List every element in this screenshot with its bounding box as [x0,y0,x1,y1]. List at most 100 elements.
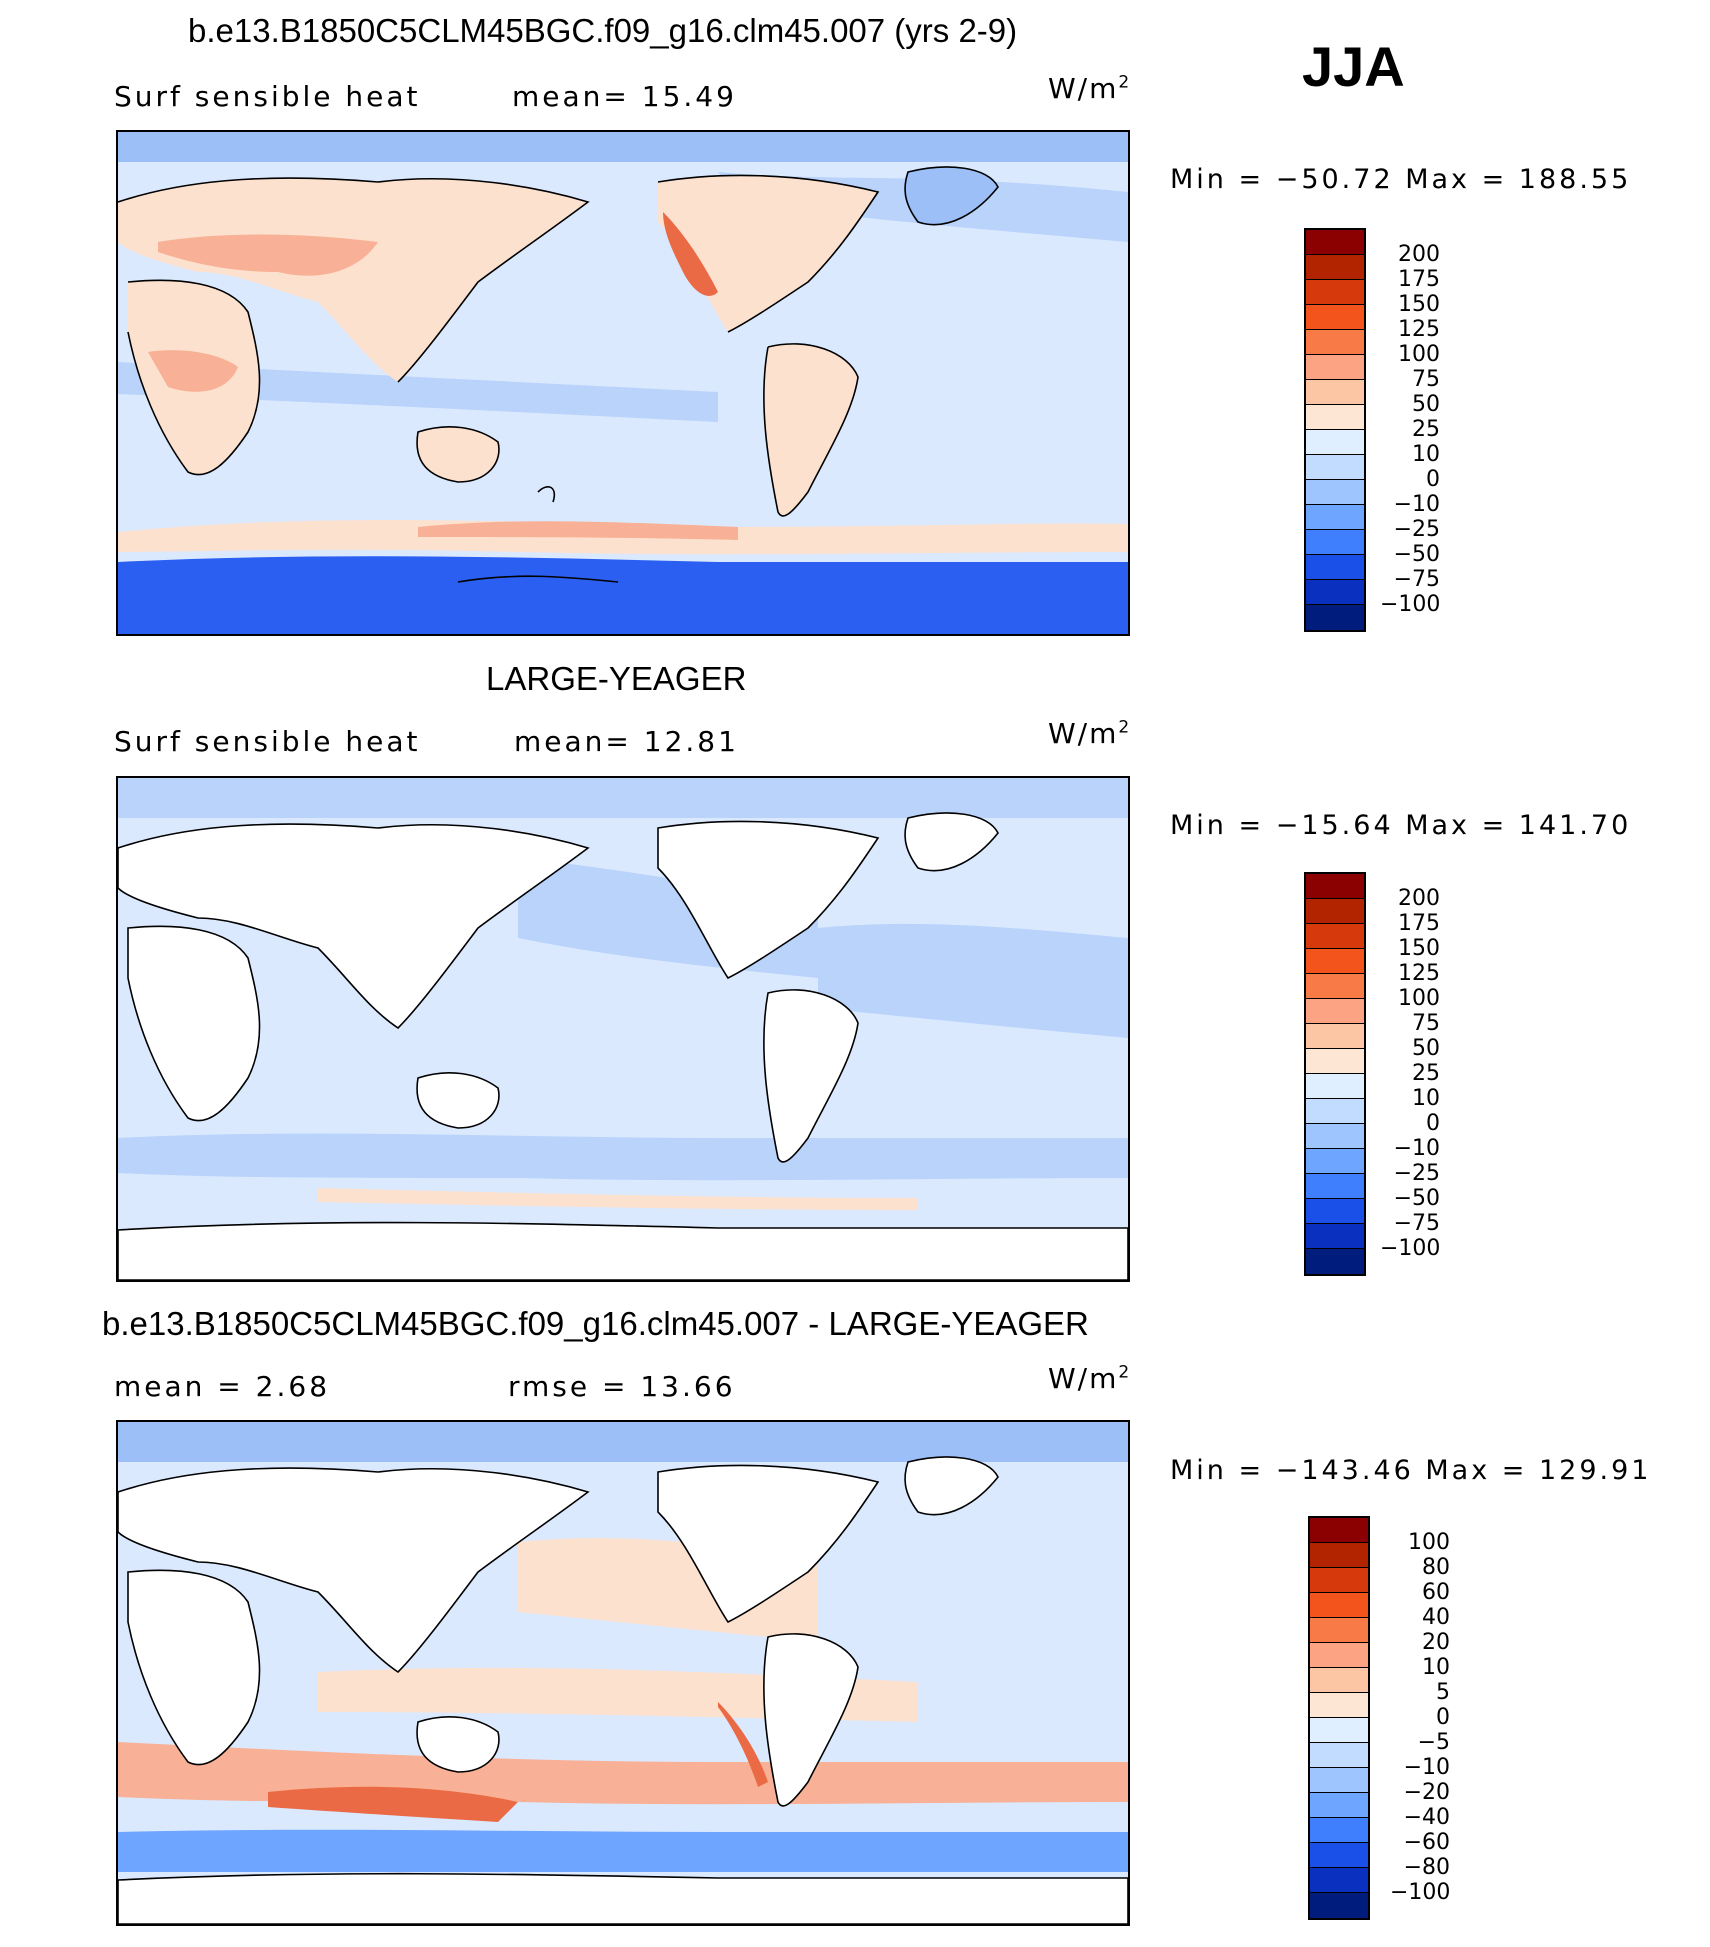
colorbar-tick-label: 175 [1398,911,1440,936]
panel3-map-svg [118,1422,1128,1924]
panel1-title: b.e13.B1850C5CLM45BGC.f09_g16.clm45.007 … [188,12,1018,49]
colorbar-swatch [1306,974,1364,999]
antarctica [118,1221,1128,1280]
colorbar-tick-label: 100 [1398,986,1440,1011]
colorbar-tick-label: 150 [1398,936,1440,961]
colorbar-tick-label: 25 [1412,1061,1440,1086]
colorbar-swatch [1306,1024,1364,1049]
coastlines [118,166,999,583]
colorbar-tick-label: −75 [1393,567,1440,592]
panel2-mean-label: mean= 12.81 [514,725,739,758]
colorbar-swatch [1310,1843,1368,1868]
antarctic-ice [118,556,1128,634]
colorbar-swatch [1306,380,1364,405]
colorbar-tick-label: 10 [1412,442,1440,467]
panel2-colorbar-segments [1306,874,1364,1274]
colorbar-tick-label: −20 [1403,1780,1450,1805]
greenland [905,167,998,225]
south-america [763,1633,859,1807]
colorbar-swatch [1306,1124,1364,1149]
colorbar-swatch [1306,530,1364,555]
colorbar-tick-label: −50 [1393,542,1440,567]
colorbar-swatch [1310,1618,1368,1643]
colorbar-swatch [1310,1543,1368,1568]
panel1-colorbar [1304,228,1366,632]
colorbar-tick-label: 40 [1422,1605,1450,1630]
greenland [904,812,999,872]
panel1-colorbar-segments [1306,230,1364,630]
southern-cool [118,1829,1128,1872]
panel2-colorbar-ticks: 200 175 150 125 100 75 50 25 10 0 −10 −25 −50 −75 −100 [1380,886,1440,1261]
colorbar-swatch [1306,1149,1364,1174]
land-masses [118,812,1128,1280]
colorbar-tick-label: −60 [1403,1830,1450,1855]
panel3-units: W/m2 [1048,1362,1130,1395]
colorbar-tick-label: 0 [1426,467,1440,492]
colorbar-swatch [1310,1768,1368,1793]
colorbar-swatch [1306,1099,1364,1124]
colorbar-swatch [1306,1224,1364,1249]
australia [416,1072,500,1129]
colorbar-tick-label: 20 [1422,1630,1450,1655]
colorbar-tick-label: 175 [1398,267,1440,292]
panel2-map [116,776,1130,1282]
colorbar-tick-label: 125 [1398,317,1440,342]
colorbar-swatch [1306,230,1364,255]
colorbar-swatch [1306,999,1364,1024]
colorbar-swatch [1306,505,1364,530]
land-masses [118,1456,1128,1924]
eurasia [118,1467,590,1674]
colorbar-tick-label: −100 [1380,592,1441,617]
colorbar-swatch [1310,1593,1368,1618]
colorbar-tick-label: −40 [1403,1805,1450,1830]
panel3-mean-label: mean = 2.68 [114,1370,331,1403]
panel2-minmax: Min = −15.64 Max = 141.70 [1170,810,1632,841]
colorbar-swatch [1310,1693,1368,1718]
colorbar-swatch [1306,949,1364,974]
colorbar-swatch [1310,1568,1368,1593]
panel3-rmse-label: rmse = 13.66 [508,1370,736,1403]
colorbar-swatch [1306,555,1364,580]
panel2-units: W/m2 [1048,717,1130,750]
colorbar-swatch [1306,580,1364,605]
colorbar-tick-label: −50 [1393,1186,1440,1211]
eurasia-warm [158,234,378,276]
colorbar-tick-label: 10 [1412,1086,1440,1111]
colorbar-tick-label: 50 [1412,392,1440,417]
panel2-variable-label: Surf sensible heat [114,725,421,758]
colorbar-swatch [1310,1868,1368,1893]
greenland [904,1456,999,1516]
colorbar-swatch [1306,605,1364,630]
colorbar-tick-label: −10 [1403,1755,1450,1780]
colorbar-tick-label: 100 [1398,342,1440,367]
colorbar-tick-label: −100 [1390,1880,1451,1905]
colorbar-swatch [1306,1074,1364,1099]
colorbar-swatch [1306,1249,1364,1274]
colorbar-tick-label: −75 [1393,1211,1440,1236]
na-west-warm [663,212,718,296]
antarctica [118,1872,1128,1924]
colorbar-swatch [1306,874,1364,899]
panel1-map [116,130,1130,636]
colorbar-swatch [1306,255,1364,280]
arctic-band [118,132,1128,162]
north-america [657,1464,880,1624]
panel1-variable-label: Surf sensible heat [114,80,421,113]
colorbar-tick-label: 0 [1426,1111,1440,1136]
colorbar-swatch [1306,899,1364,924]
colorbar-swatch [1310,1668,1368,1693]
panel1-map-svg [118,132,1128,634]
panel3-title: b.e13.B1850C5CLM45BGC.f09_g16.clm45.007 … [102,1305,1089,1342]
colorbar-swatch [1306,455,1364,480]
africa [127,925,261,1122]
colorbar-tick-label: 200 [1398,886,1440,911]
colorbar-swatch [1306,1174,1364,1199]
colorbar-tick-label: 200 [1398,242,1440,267]
tropical-cool-band [118,362,718,422]
colorbar-swatch [1306,1049,1364,1074]
colorbar-tick-label: 25 [1412,417,1440,442]
africa [127,1569,261,1766]
panel3-map [116,1420,1130,1926]
colorbar-tick-label: 100 [1408,1530,1450,1555]
australia-land [417,426,499,482]
